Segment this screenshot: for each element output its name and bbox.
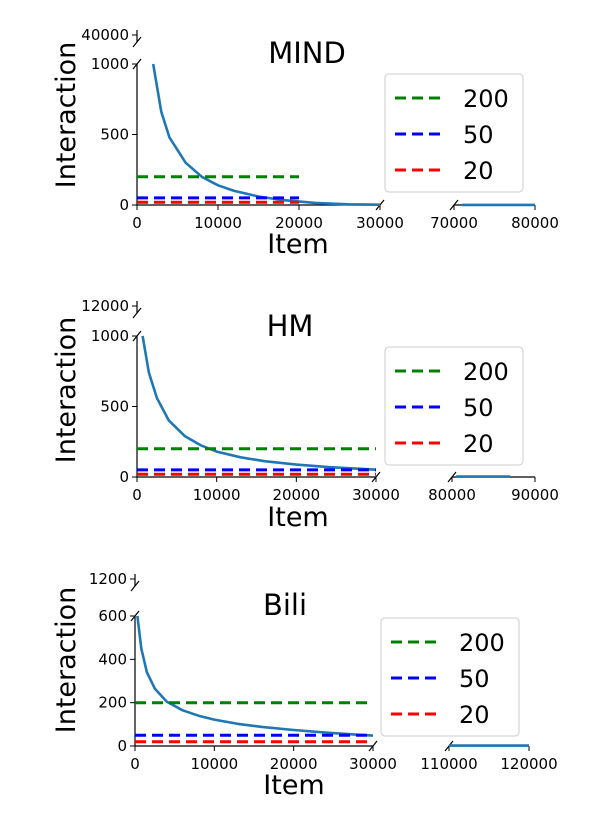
legend-label-20: 20 (459, 701, 490, 729)
y-tick-label-top: 12000 (81, 297, 129, 315)
x-tick-label: 30000 (349, 755, 397, 773)
legend-label-20: 20 (463, 157, 494, 185)
legend-box (384, 346, 524, 466)
series-line-distribution (141, 335, 376, 471)
x-tick-label: 10000 (194, 214, 242, 232)
y-tick-label: 0 (119, 468, 129, 486)
legend-label-50: 50 (463, 121, 494, 149)
x-tick-label: 0 (130, 755, 140, 773)
y-tick-label: 1000 (91, 327, 129, 345)
y-tick-label-top: 1200 (89, 570, 127, 588)
legend: 200 50 20 (384, 73, 524, 193)
panel-hm: 0 500 1000 12000 0 10000 20000 30000 80000 90000 H… (51, 297, 559, 533)
x-tick-label-right: 110000 (420, 755, 477, 773)
plot-area (135, 615, 373, 744)
x-tick-label-right: 80000 (428, 486, 476, 504)
legend-label-200: 200 (459, 629, 505, 657)
legend-box (380, 617, 520, 737)
plot-area (137, 335, 376, 476)
y-tick-label-top: 40000 (81, 26, 129, 44)
panel-bili: 0 200 400 600 1200 0 10000 20000 30000 110000 1200… (51, 570, 558, 801)
x-tick-label: 20000 (275, 214, 323, 232)
x-tick-label-right: 80000 (511, 214, 559, 232)
x-tick-label-right: 70000 (430, 214, 478, 232)
series-line-distribution (151, 63, 380, 206)
x-tick-label-right: 90000 (511, 486, 559, 504)
y-axis-title: Interaction (51, 317, 82, 463)
legend-box (384, 73, 524, 193)
y-axis-title: Interaction (51, 587, 82, 733)
y-break-mark-top (132, 307, 142, 319)
panel-title: HM (267, 309, 314, 343)
x-tick-label: 20000 (270, 755, 318, 773)
panel-mind: 0 500 1000 40000 0 10000 20000 30000 70000 80000 M… (51, 26, 559, 260)
y-tick-label: 200 (98, 694, 127, 712)
x-axis-title: Item (267, 502, 328, 533)
plot-area (137, 63, 380, 206)
legend-label-50: 50 (459, 665, 490, 693)
legend-label-50: 50 (463, 394, 494, 422)
x-tick-label: 10000 (190, 755, 238, 773)
panel-title: Bili (263, 588, 307, 622)
x-tick-label-right: 120000 (500, 755, 557, 773)
y-break-mark-top (132, 36, 142, 48)
legend-label-200: 200 (463, 358, 509, 386)
y-axis-title: Interaction (51, 42, 82, 188)
y-break-mark-top (130, 580, 140, 592)
x-tick-label: 10000 (193, 486, 241, 504)
legend-label-200: 200 (463, 85, 509, 113)
y-tick-label: 600 (98, 607, 127, 625)
x-tick-label: 20000 (272, 486, 320, 504)
y-tick-label: 500 (100, 126, 129, 144)
legend: 200 50 20 (384, 346, 524, 466)
y-tick-label: 0 (119, 196, 129, 214)
legend-label-20: 20 (463, 430, 494, 458)
y-tick-label: 500 (100, 398, 129, 416)
x-axis-title: Item (263, 770, 324, 801)
y-tick-label: 400 (98, 650, 127, 668)
x-tick-label: 30000 (352, 486, 400, 504)
x-tick-label: 30000 (356, 214, 404, 232)
panel-title: MIND (268, 36, 346, 70)
y-tick-label: 1000 (91, 55, 129, 73)
y-tick-label: 0 (117, 737, 127, 755)
x-tick-label: 0 (132, 214, 142, 232)
legend: 200 50 20 (380, 617, 520, 737)
series-line-distribution (136, 615, 373, 737)
x-tick-label: 0 (132, 486, 142, 504)
x-axis-title: Item (267, 229, 328, 260)
